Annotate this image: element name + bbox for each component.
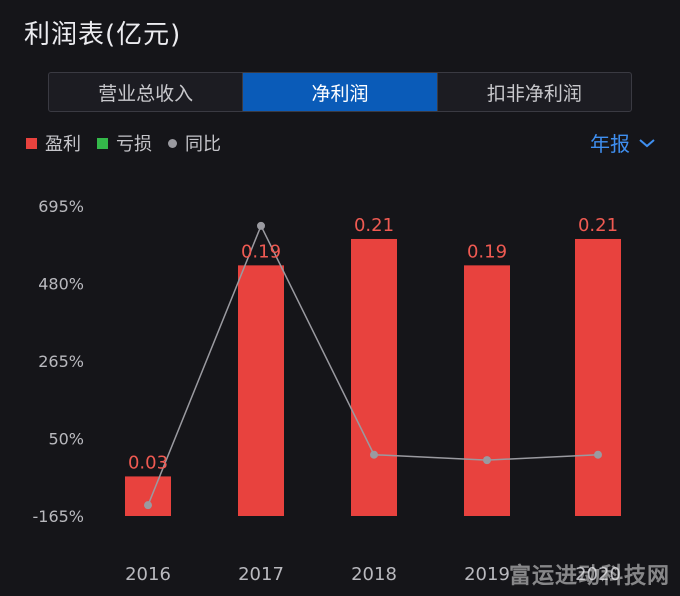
bar[interactable] — [575, 238, 621, 516]
bar-data-label: 0.03 — [128, 452, 168, 473]
bar[interactable] — [464, 265, 510, 516]
x-tick-label: 2019 — [464, 564, 510, 585]
y-axis: 695% 480% 265% 50% -165% — [32, 197, 84, 526]
tab-deducted-net-profit[interactable]: 扣非净利润 — [486, 82, 582, 105]
y-tick-label: 50% — [48, 430, 84, 449]
legend-label-loss: 亏损 — [116, 134, 152, 155]
legend-item-loss[interactable]: 亏损 — [97, 130, 152, 156]
tab-revenue[interactable]: 营业总收入 — [49, 73, 244, 111]
yoy-point[interactable] — [257, 221, 265, 230]
period-label: 年报 — [590, 132, 630, 156]
period-selector[interactable]: 年报 — [590, 128, 656, 157]
legend-label-yoy: 同比 — [185, 134, 221, 155]
x-axis: 2016 2017 2018 2019 2020 — [125, 564, 621, 585]
legend-item-yoy[interactable]: 同比 — [168, 130, 221, 156]
bar-data-label: 0.19 — [241, 241, 281, 262]
x-tick-label: 2020 — [575, 564, 621, 585]
yoy-point[interactable] — [483, 456, 491, 465]
loss-swatch-icon — [97, 137, 108, 149]
y-tick-label: 265% — [38, 352, 84, 371]
yoy-point[interactable] — [370, 450, 378, 459]
chevron-down-icon — [639, 138, 655, 147]
page-title: 利润表(亿元) — [24, 20, 182, 50]
bar-data-label: 0.21 — [578, 215, 618, 236]
x-tick-label: 2017 — [238, 564, 284, 585]
bar-data-label: 0.19 — [467, 241, 507, 262]
yoy-dot-icon — [168, 138, 177, 148]
profit-swatch-icon — [26, 137, 37, 149]
legend-item-profit[interactable]: 盈利 — [26, 130, 81, 156]
bar[interactable] — [238, 265, 284, 516]
bar[interactable] — [351, 238, 397, 516]
yoy-point[interactable] — [144, 501, 152, 510]
y-tick-label: -165% — [32, 507, 84, 526]
tab-net-profit[interactable]: 净利润 — [243, 73, 438, 111]
watermark: 富运进动科技网 — [508, 564, 670, 589]
legend-label-profit: 盈利 — [45, 134, 81, 155]
x-tick-label: 2016 — [125, 564, 171, 585]
chart-legend: 盈利 亏损 同比 — [26, 130, 237, 156]
data-labels-group: 0.03 0.19 0.21 0.19 0.21 — [128, 215, 618, 473]
x-tick-label: 2018 — [351, 564, 397, 585]
bar-data-label: 0.21 — [354, 215, 394, 236]
y-tick-label: 695% — [38, 197, 84, 216]
bar[interactable] — [125, 476, 171, 516]
yoy-point[interactable] — [594, 450, 602, 459]
bars-group — [125, 238, 621, 516]
metric-tabs: 营业总收入 净利润 扣非净利润 — [48, 72, 632, 112]
yoy-line-group — [144, 221, 602, 510]
y-tick-label: 480% — [38, 275, 84, 294]
